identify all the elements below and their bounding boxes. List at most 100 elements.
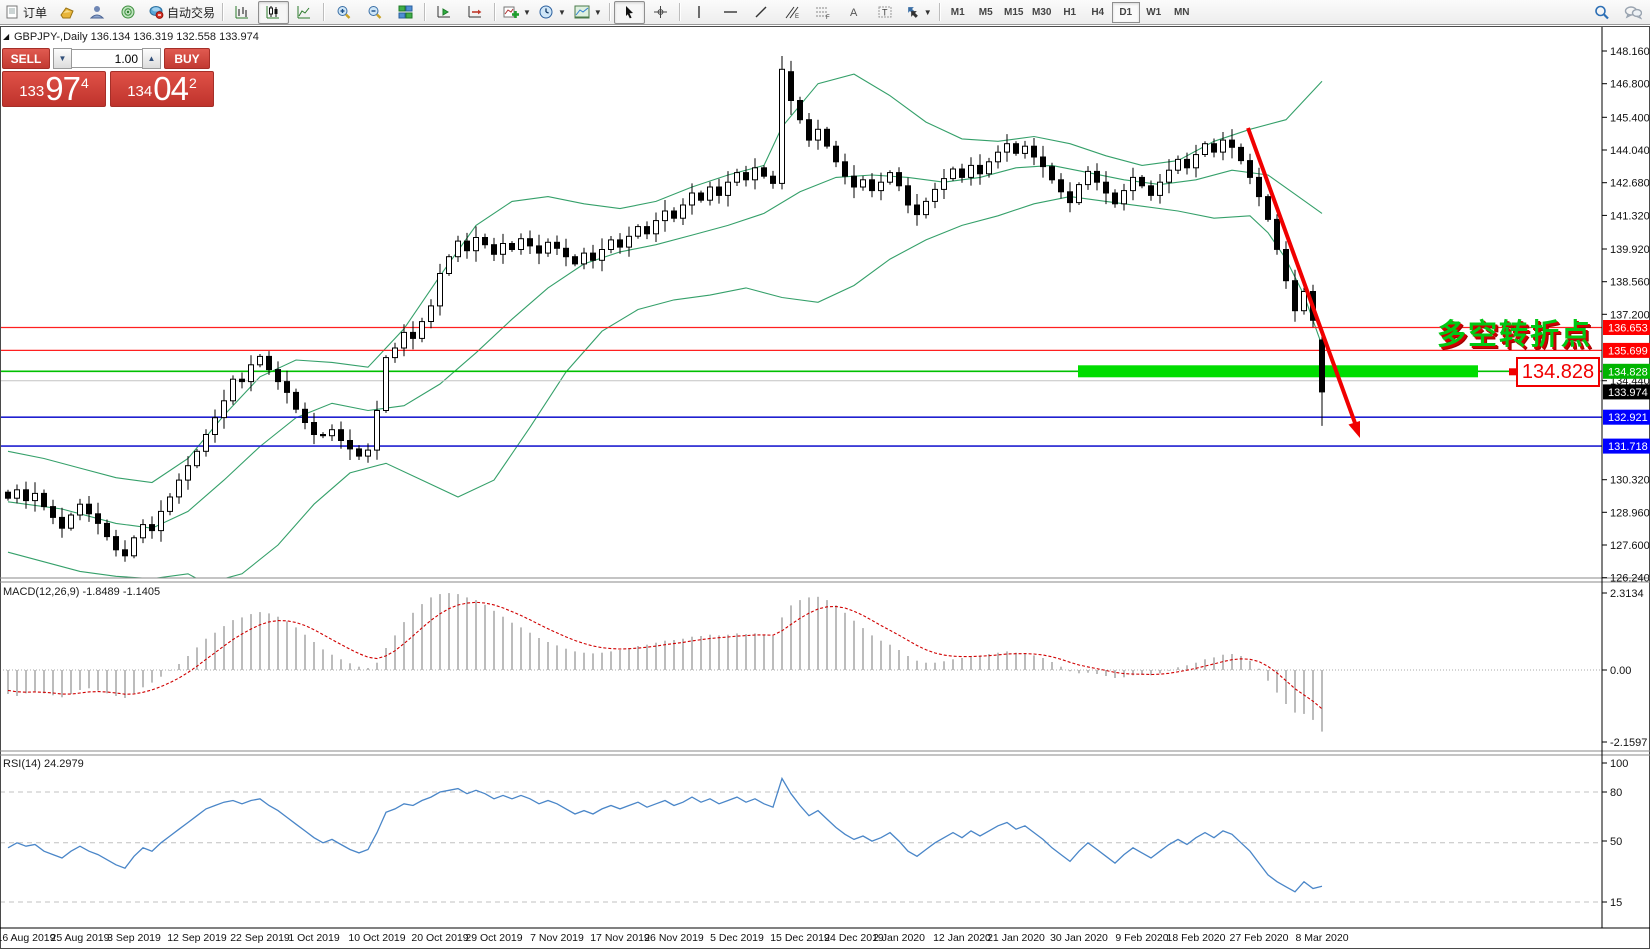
toolbar-separator: [678, 3, 681, 21]
red-trend-arrowhead: [1348, 421, 1360, 438]
text-tool[interactable]: A: [839, 1, 870, 24]
templates-button[interactable]: ▼: [570, 1, 606, 24]
zoom-in-button[interactable]: [328, 1, 359, 24]
template-icon: [574, 5, 590, 19]
timeframe-d1[interactable]: D1: [1111, 1, 1140, 23]
navigator-button[interactable]: [113, 1, 144, 24]
price-badge-label: 135.699: [1608, 345, 1648, 357]
timeframe-h4[interactable]: H4: [1091, 6, 1105, 18]
date-label: 18 Feb 2020: [1167, 932, 1226, 944]
timeframe-m5[interactable]: M5: [978, 6, 993, 18]
chart-window-button[interactable]: [51, 1, 82, 24]
timeframe-m15[interactable]: M15: [1003, 6, 1024, 18]
channel-icon: E: [785, 6, 799, 19]
buy-price-sup: 2: [188, 75, 197, 91]
toolbar-separator: [424, 3, 427, 21]
sell-price-big: 97: [45, 70, 81, 107]
timeframe-h1[interactable]: H1: [1063, 6, 1077, 18]
horizontal-line-tool[interactable]: [715, 1, 746, 24]
price-tick-label: 138.560: [1610, 277, 1650, 289]
rsi-line: [7, 776, 1323, 893]
price-tick-label: 145.400: [1610, 112, 1650, 124]
vertical-line-tool[interactable]: [684, 1, 715, 24]
svg-text:A: A: [850, 7, 858, 19]
text-label-tool[interactable]: T: [870, 1, 901, 24]
timeframe-w1[interactable]: W1: [1146, 6, 1162, 18]
svg-text:T: T: [882, 8, 888, 18]
toolbar-separator: [323, 3, 326, 21]
price-tick-label: 142.680: [1610, 178, 1650, 190]
price-badge-133.974: [1603, 384, 1650, 400]
search-icon: [1594, 5, 1609, 19]
crosshair-tool-button[interactable]: [645, 1, 676, 24]
indicators-caret-icon: ▼: [523, 7, 531, 17]
date-label: 16 Aug 2019: [0, 932, 56, 944]
periods-button[interactable]: ▼: [535, 1, 570, 24]
zoom-out-icon: [368, 5, 381, 19]
macd-indicator-label: MACD(12,26,9) -1.8489 -1.1405: [3, 586, 161, 598]
fibonacci-tool[interactable]: F: [808, 1, 839, 24]
rsi-axis: 100 80 50 15: [1602, 758, 1628, 909]
buy-price-button[interactable]: 134 04 2: [110, 71, 214, 107]
toolbar-separator: [222, 3, 225, 21]
price-tick-label: 146.800: [1610, 79, 1650, 91]
green-highlight-bar[interactable]: [1078, 365, 1478, 378]
profile-person-icon: [90, 6, 105, 19]
clock-icon: [539, 5, 553, 19]
autotrading-button[interactable]: 自动交易: [144, 1, 219, 24]
trendline-tool[interactable]: [746, 1, 777, 24]
timeframe-m30[interactable]: M30: [1031, 6, 1052, 18]
date-label: 10 Oct 2019: [348, 932, 405, 944]
indicators-button[interactable]: ▼: [499, 1, 535, 24]
bar-chart-mode-button[interactable]: [227, 1, 258, 24]
date-label: 25 Aug 2019: [51, 932, 110, 944]
date-label: 26 Nov 2019: [644, 932, 704, 944]
volume-decrease-button[interactable]: ▼: [53, 48, 72, 69]
sell-button[interactable]: SELL: [2, 48, 50, 69]
timeframe-m1[interactable]: M1: [950, 6, 965, 18]
tile-windows-button[interactable]: [390, 1, 421, 24]
price-axis[interactable]: 148.160 146.800 145.400 144.040 142.680 141.3…: [1602, 46, 1650, 585]
red-trend-arrow[interactable]: [1246, 127, 1357, 424]
svg-text:E: E: [795, 14, 799, 19]
macd-tick-label: -2.1597: [1610, 737, 1647, 749]
arrows-tool[interactable]: ▼: [901, 1, 936, 24]
candles-layer: [5, 56, 1325, 562]
timeframe-mn[interactable]: MN: [1173, 6, 1190, 18]
price-tick-label: 130.320: [1610, 475, 1650, 487]
horizontal-line-icon: [723, 11, 737, 13]
chart-shift-button[interactable]: [460, 1, 491, 24]
cursor-arrow-icon: [625, 6, 633, 19]
price-tick-label: 126.240: [1610, 573, 1650, 585]
zoom-out-button[interactable]: [359, 1, 390, 24]
new-order-button[interactable]: 订单: [2, 1, 51, 24]
one-click-collapse-icon[interactable]: ◢: [3, 32, 10, 41]
trendline-icon: [755, 6, 767, 18]
one-click-trading-panel: SELL ▼ ▲ BUY 133 97 4 134 04 2: [2, 48, 214, 107]
date-label: 24 Dec 2019: [824, 932, 884, 944]
rsi-pane: [1, 776, 1602, 903]
auto-scroll-button[interactable]: [429, 1, 460, 24]
line-chart-mode-button[interactable]: [289, 1, 320, 24]
date-label: 7 Nov 2019: [530, 932, 584, 944]
cursor-tool-button[interactable]: [613, 0, 645, 24]
date-label: 30 Jan 2020: [1050, 932, 1108, 944]
price-callout-box[interactable]: 134.828: [1516, 357, 1600, 387]
chat-button[interactable]: [1617, 1, 1648, 24]
sell-price-button[interactable]: 133 97 4: [2, 71, 106, 107]
line-chart-icon: [297, 6, 311, 19]
price-badge-label: 133.974: [1608, 387, 1648, 399]
buy-button[interactable]: BUY: [164, 48, 210, 69]
arrows-icon: [907, 7, 918, 18]
price-tick-label: 127.600: [1610, 540, 1650, 552]
autotrading-label: 自动交易: [167, 5, 216, 20]
candlestick-mode-button[interactable]: [258, 0, 290, 24]
channel-tool[interactable]: E: [777, 1, 808, 24]
profiles-button[interactable]: [82, 1, 113, 24]
macd-tick-label: 0.00: [1610, 665, 1631, 677]
volume-input[interactable]: [72, 49, 142, 68]
search-button[interactable]: [1586, 1, 1617, 24]
volume-increase-button[interactable]: ▲: [142, 48, 161, 69]
